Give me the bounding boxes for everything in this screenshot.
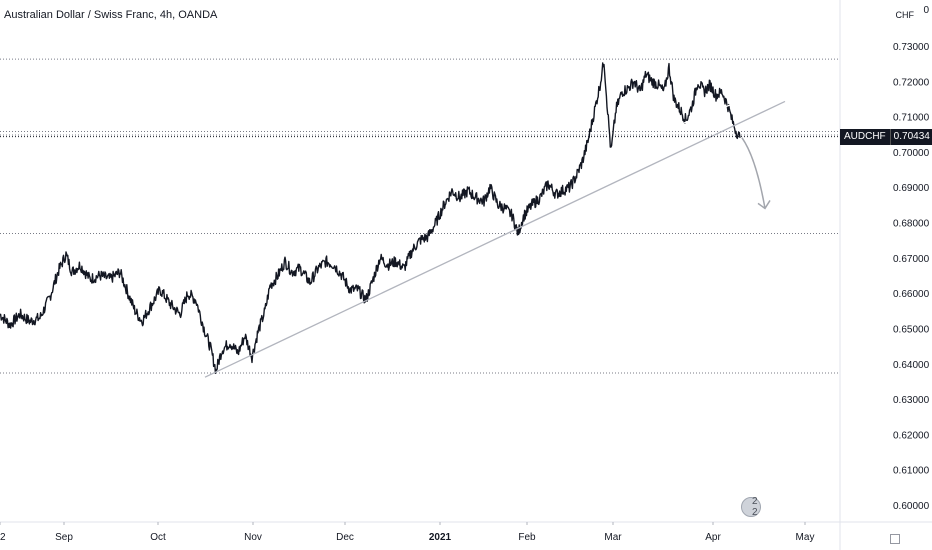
x-tick-label: 2021 <box>429 532 452 543</box>
x-tick-label: Feb <box>518 532 536 543</box>
down-arrow <box>741 137 766 209</box>
symbol-badge: AUDCHF <box>840 128 890 145</box>
price-value-badge: 0.70434 <box>889 128 932 145</box>
globe-icon <box>741 497 761 517</box>
y-tick-label: 0.63000 <box>893 395 930 406</box>
y-tick-label: 0.65000 <box>893 324 930 335</box>
x-tick-label: Oct <box>150 532 166 543</box>
settings-square-icon[interactable] <box>890 534 900 544</box>
y-tick-label: 0.60000 <box>893 501 930 512</box>
neckline <box>612 104 731 152</box>
y-tick-label: 0.71000 <box>893 113 930 124</box>
y-tick-label: 0.61000 <box>893 466 930 477</box>
y-tick-label: 0.68000 <box>893 219 930 230</box>
x-tick-label: May <box>796 532 815 543</box>
trendline <box>204 100 786 378</box>
x-tick-label: Sep <box>55 532 73 543</box>
x-tick-label: Apr <box>705 532 721 543</box>
down-arrow-head <box>757 200 771 210</box>
y-tick-label: 0.69000 <box>893 183 930 194</box>
y-tick-label: 0.67000 <box>893 254 930 265</box>
x-tick-label: Dec <box>336 532 354 543</box>
axis-top-label: 0 <box>923 5 929 16</box>
x-tick-label: 12 <box>0 532 6 543</box>
last-price-badge: AUDCHF 0.70434 <box>840 128 932 145</box>
currency-label: CHF <box>895 10 915 20</box>
y-tick-label: 0.73000 <box>893 42 930 53</box>
y-tick-label: 0.70000 <box>893 148 930 159</box>
x-tick-label: Nov <box>244 532 262 543</box>
y-tick-label: 0.64000 <box>893 360 930 371</box>
y-tick-label: 0.62000 <box>893 430 930 441</box>
x-tick-label: Mar <box>604 532 622 543</box>
watermark-text: 2 2 <box>752 496 758 518</box>
watermark-logo: 2 2 <box>738 496 764 518</box>
chart-title: Australian Dollar / Swiss Franc, 4h, OAN… <box>4 9 218 21</box>
price-series-line <box>0 62 741 374</box>
y-tick-label: 0.66000 <box>893 289 930 300</box>
y-tick-label: 0.72000 <box>893 77 930 88</box>
